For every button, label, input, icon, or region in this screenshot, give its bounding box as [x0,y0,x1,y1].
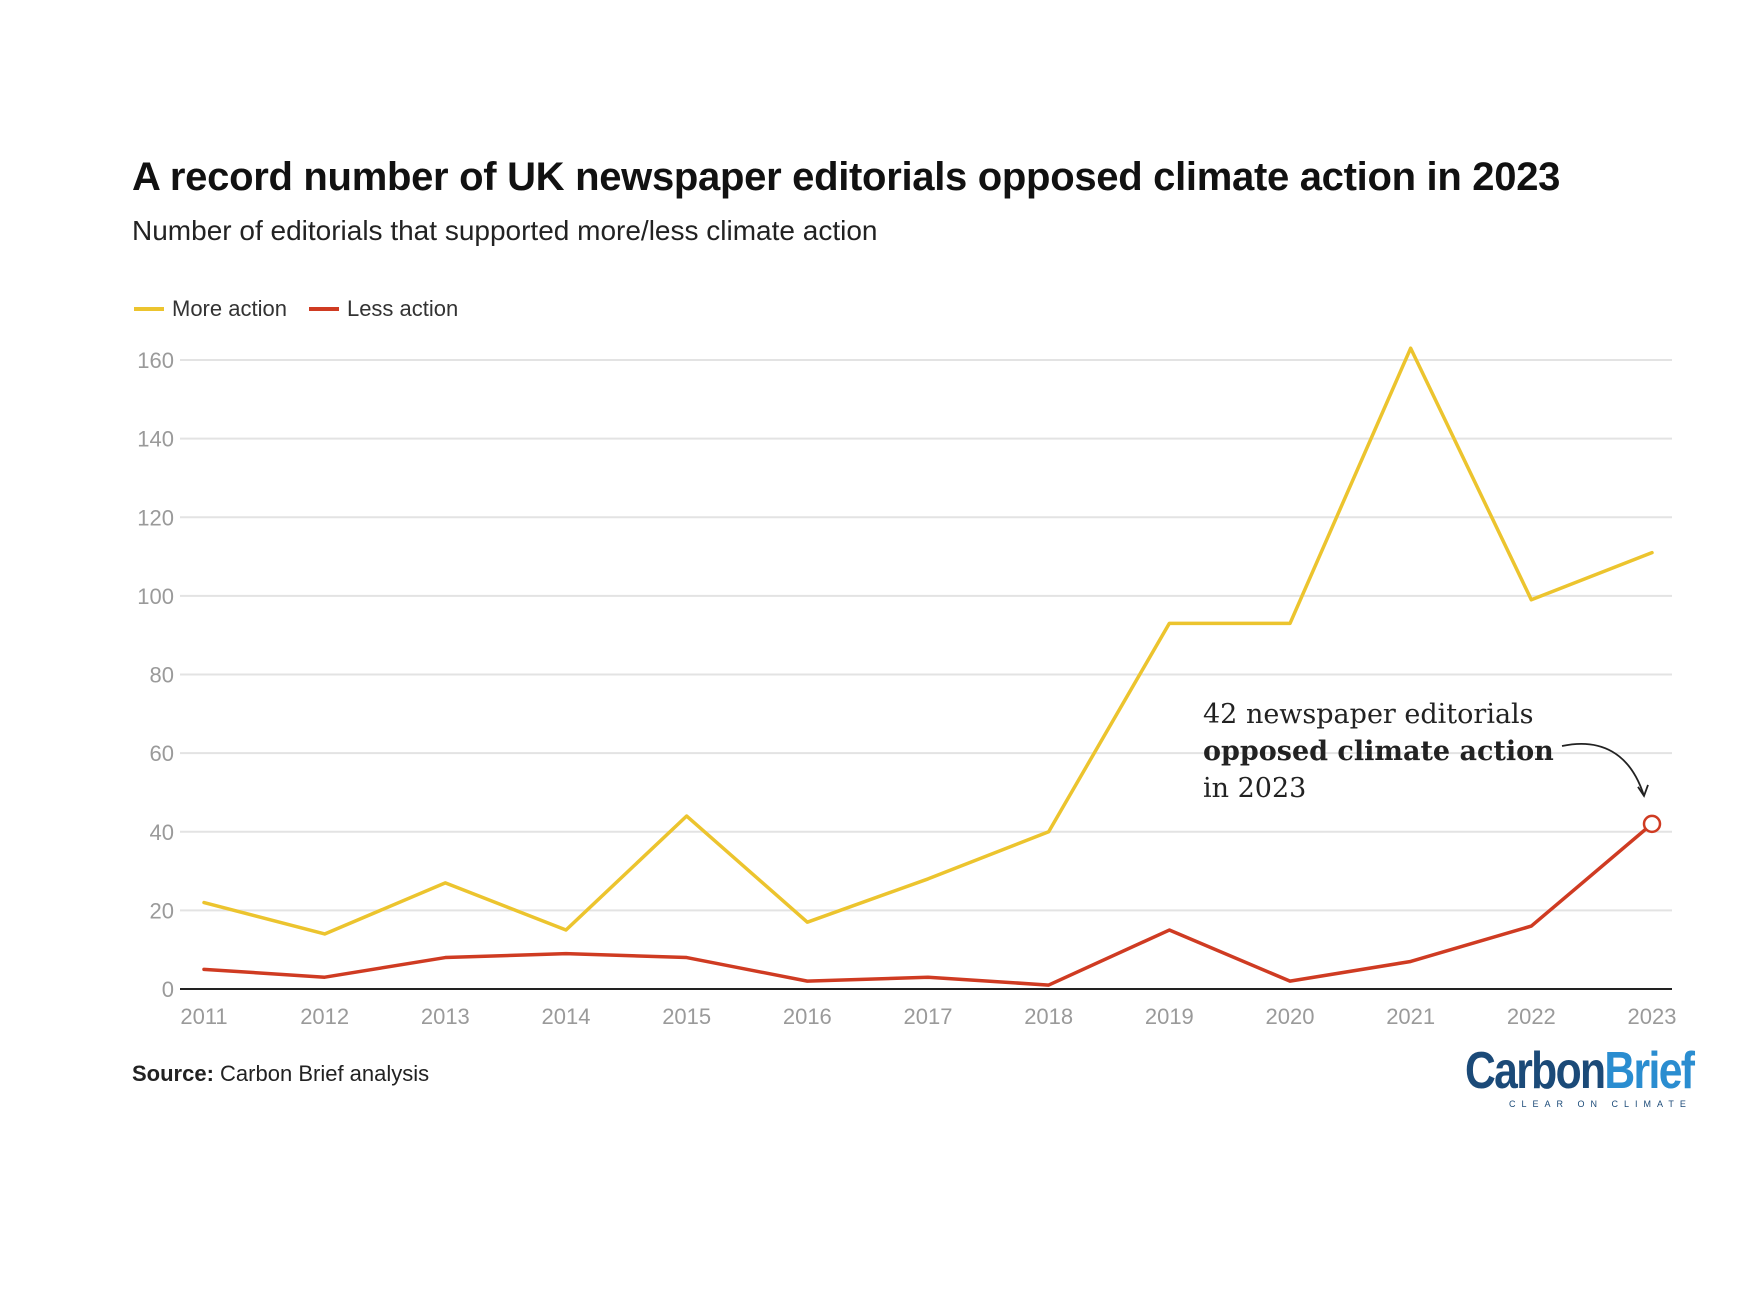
y-tick-label-100: 100 [137,584,174,609]
x-tick-label-2020: 2020 [1266,1004,1315,1029]
x-tick-label-2014: 2014 [542,1004,591,1029]
legend-swatch-less-action [308,307,339,311]
carbon-brief-logo: CarbonBrief CLEAR ON CLIMATE [1465,1045,1743,1109]
logo-tagline: CLEAR ON CLIMATE [1509,1099,1692,1109]
legend: More action Less action [134,296,480,322]
y-tick-label-80: 80 [150,663,174,688]
annotation-arrow [1561,742,1645,797]
logo-part-brief: Brief [1604,1042,1695,1100]
annotation-line-2: opposed climate action [1203,736,1554,767]
y-tick-label-120: 120 [137,505,174,530]
y-tick-label-140: 140 [137,427,174,452]
x-tick-label-2018: 2018 [1024,1004,1073,1029]
x-tick-label-2015: 2015 [662,1004,711,1029]
y-tick-label-40: 40 [150,820,174,845]
chart-subtitle: Number of editorials that supported more… [132,215,878,246]
annotation-arrowhead [1637,784,1649,798]
logo-part-carbon: Carbon [1465,1042,1606,1100]
source-note: Source: Carbon Brief analysis [132,1061,429,1087]
x-tick-label-2019: 2019 [1145,1004,1194,1029]
x-tick-label-2023: 2023 [1628,1004,1677,1029]
x-tick-label-2022: 2022 [1507,1004,1556,1029]
annotation-line-1: 42 newspaper editorials [1203,699,1534,730]
y-tick-label-0: 0 [162,977,174,1002]
x-tick-label-2012: 2012 [300,1004,349,1029]
legend-item-less-action: Less action [308,296,459,322]
annotation-line-3: in 2023 [1203,773,1307,804]
series-line-less-action [202,822,1654,987]
source-label: Source: [132,1061,214,1086]
legend-label-less-action: Less action [346,296,459,321]
highlight-marker [1642,814,1662,834]
y-tick-label-160: 160 [137,348,174,373]
y-tick-label-20: 20 [150,898,174,923]
x-tick-label-2013: 2013 [421,1004,470,1029]
x-tick-label-2017: 2017 [904,1004,953,1029]
source-text: Carbon Brief analysis [220,1061,430,1086]
series-line-more-action [202,346,1654,936]
annotation-text: 42 newspaper editorials opposed climate … [1203,696,1554,807]
x-tick-label-2016: 2016 [783,1004,832,1029]
y-tick-label-60: 60 [150,741,174,766]
x-tick-label-2021: 2021 [1386,1004,1435,1029]
x-tick-label-2011: 2011 [180,1004,227,1029]
legend-label-more-action: More action [172,296,287,321]
legend-swatch-more-action [134,307,164,311]
logo-wordmark: CarbonBrief [1465,1042,1695,1100]
legend-item-more-action: More action [134,296,287,322]
chart-title: A record number of UK newspaper editoria… [132,155,1561,199]
